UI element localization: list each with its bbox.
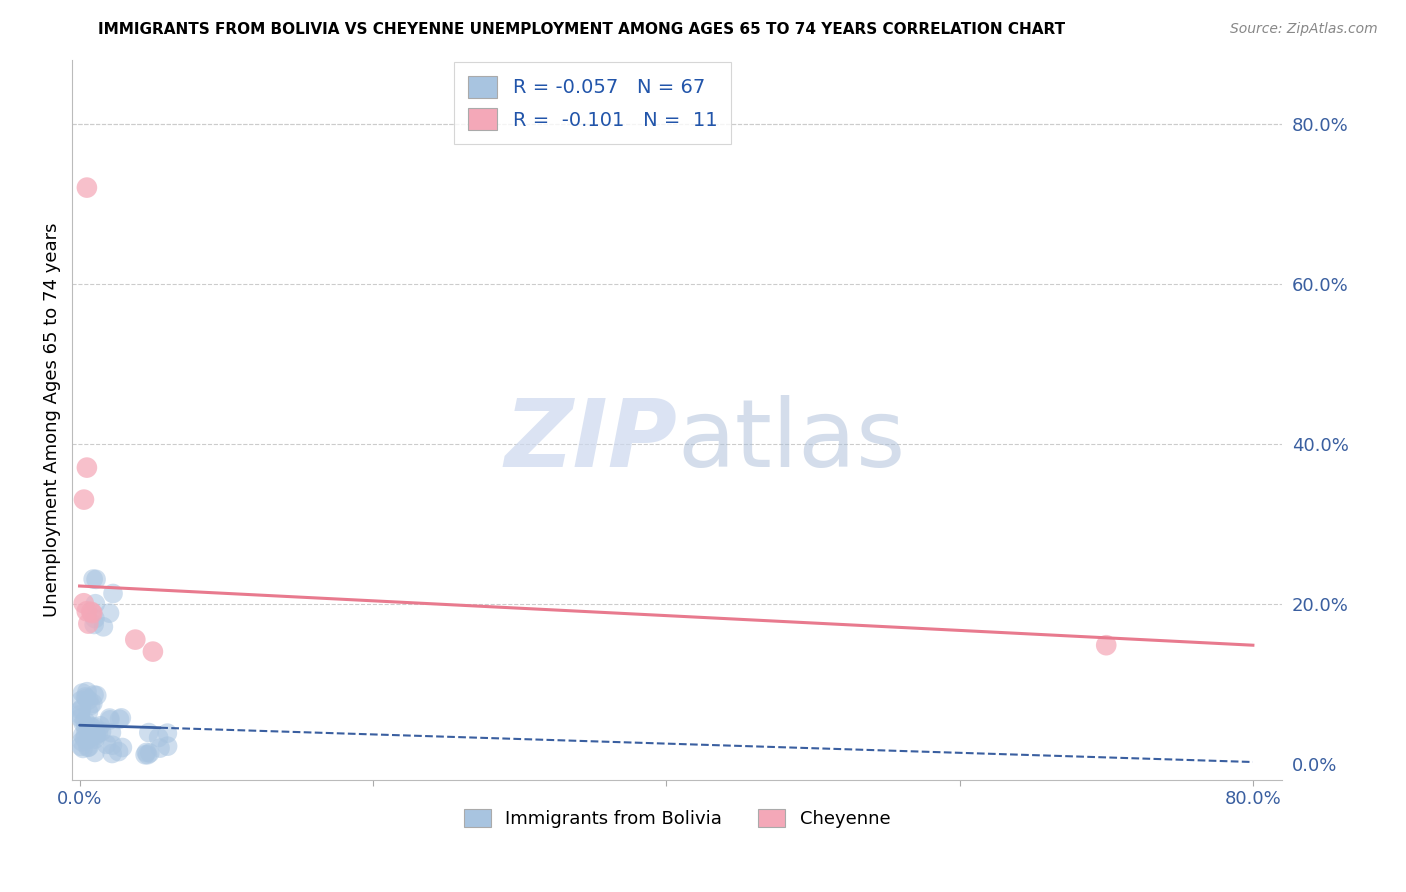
Cheyenne	[77, 616, 100, 631]
Text: atlas: atlas	[678, 395, 905, 487]
Cheyenne	[80, 605, 103, 619]
Immigrants from Bolivia	[83, 722, 105, 736]
Immigrants from Bolivia	[93, 620, 115, 634]
Immigrants from Bolivia	[84, 729, 107, 743]
Immigrants from Bolivia	[72, 741, 94, 756]
Immigrants from Bolivia	[134, 747, 156, 762]
Cheyenne	[124, 632, 146, 647]
Immigrants from Bolivia	[72, 716, 94, 731]
Immigrants from Bolivia	[69, 711, 91, 725]
Text: ZIP: ZIP	[505, 395, 678, 487]
Cheyenne	[76, 604, 98, 618]
Immigrants from Bolivia	[86, 689, 108, 703]
Immigrants from Bolivia	[72, 728, 94, 742]
Immigrants from Bolivia	[82, 572, 104, 586]
Immigrants from Bolivia	[149, 741, 172, 756]
Immigrants from Bolivia	[101, 586, 124, 600]
Immigrants from Bolivia	[80, 725, 103, 739]
Immigrants from Bolivia	[76, 684, 98, 698]
Immigrants from Bolivia	[89, 719, 111, 733]
Immigrants from Bolivia	[84, 597, 107, 611]
Immigrants from Bolivia	[77, 705, 100, 719]
Immigrants from Bolivia	[82, 697, 104, 711]
Immigrants from Bolivia	[72, 686, 94, 700]
Text: Source: ZipAtlas.com: Source: ZipAtlas.com	[1230, 22, 1378, 37]
Immigrants from Bolivia	[76, 740, 98, 755]
Immigrants from Bolivia	[70, 694, 93, 708]
Immigrants from Bolivia	[84, 572, 107, 586]
Immigrants from Bolivia	[70, 734, 93, 748]
Cheyenne	[73, 492, 96, 507]
Immigrants from Bolivia	[69, 707, 91, 722]
Immigrants from Bolivia	[75, 714, 97, 728]
Immigrants from Bolivia	[77, 732, 100, 747]
Immigrants from Bolivia	[87, 726, 110, 740]
Immigrants from Bolivia	[86, 727, 108, 741]
Immigrants from Bolivia	[75, 690, 97, 704]
Immigrants from Bolivia	[77, 693, 100, 707]
Immigrants from Bolivia	[84, 612, 107, 626]
Immigrants from Bolivia	[75, 721, 97, 735]
Cheyenne	[76, 180, 98, 194]
Text: IMMIGRANTS FROM BOLIVIA VS CHEYENNE UNEMPLOYMENT AMONG AGES 65 TO 74 YEARS CORRE: IMMIGRANTS FROM BOLIVIA VS CHEYENNE UNEM…	[98, 22, 1066, 37]
Immigrants from Bolivia	[100, 725, 122, 739]
Immigrants from Bolivia	[98, 606, 121, 620]
Immigrants from Bolivia	[83, 617, 105, 632]
Immigrants from Bolivia	[79, 698, 101, 713]
Immigrants from Bolivia	[83, 746, 105, 760]
Cheyenne	[76, 460, 98, 475]
Immigrants from Bolivia	[156, 726, 179, 740]
Cheyenne	[73, 596, 96, 610]
Immigrants from Bolivia	[148, 731, 170, 745]
Immigrants from Bolivia	[98, 711, 121, 725]
Cheyenne	[82, 606, 104, 620]
Immigrants from Bolivia	[98, 713, 121, 727]
Immigrants from Bolivia	[84, 732, 107, 747]
Immigrants from Bolivia	[156, 739, 179, 754]
Immigrants from Bolivia	[83, 688, 105, 702]
Immigrants from Bolivia	[136, 747, 159, 762]
Immigrants from Bolivia	[82, 723, 104, 738]
Immigrants from Bolivia	[107, 745, 129, 759]
Immigrants from Bolivia	[70, 702, 93, 716]
Cheyenne	[142, 645, 165, 659]
Legend: Immigrants from Bolivia, Cheyenne: Immigrants from Bolivia, Cheyenne	[457, 802, 898, 836]
Immigrants from Bolivia	[90, 724, 112, 739]
Immigrants from Bolivia	[135, 746, 157, 760]
Immigrants from Bolivia	[101, 747, 124, 761]
Immigrants from Bolivia	[111, 740, 134, 755]
Immigrants from Bolivia	[69, 703, 91, 717]
Immigrants from Bolivia	[73, 731, 96, 746]
Immigrants from Bolivia	[77, 739, 100, 754]
Cheyenne	[1095, 638, 1118, 652]
Immigrants from Bolivia	[75, 728, 97, 742]
Immigrants from Bolivia	[96, 737, 118, 751]
Immigrants from Bolivia	[101, 738, 124, 752]
Immigrants from Bolivia	[75, 691, 97, 706]
Immigrants from Bolivia	[110, 711, 132, 725]
Immigrants from Bolivia	[139, 746, 162, 760]
Y-axis label: Unemployment Among Ages 65 to 74 years: Unemployment Among Ages 65 to 74 years	[44, 222, 60, 617]
Immigrants from Bolivia	[108, 712, 131, 726]
Immigrants from Bolivia	[138, 725, 160, 739]
Immigrants from Bolivia	[80, 720, 103, 734]
Immigrants from Bolivia	[80, 729, 103, 743]
Immigrants from Bolivia	[70, 739, 93, 754]
Immigrants from Bolivia	[84, 720, 107, 734]
